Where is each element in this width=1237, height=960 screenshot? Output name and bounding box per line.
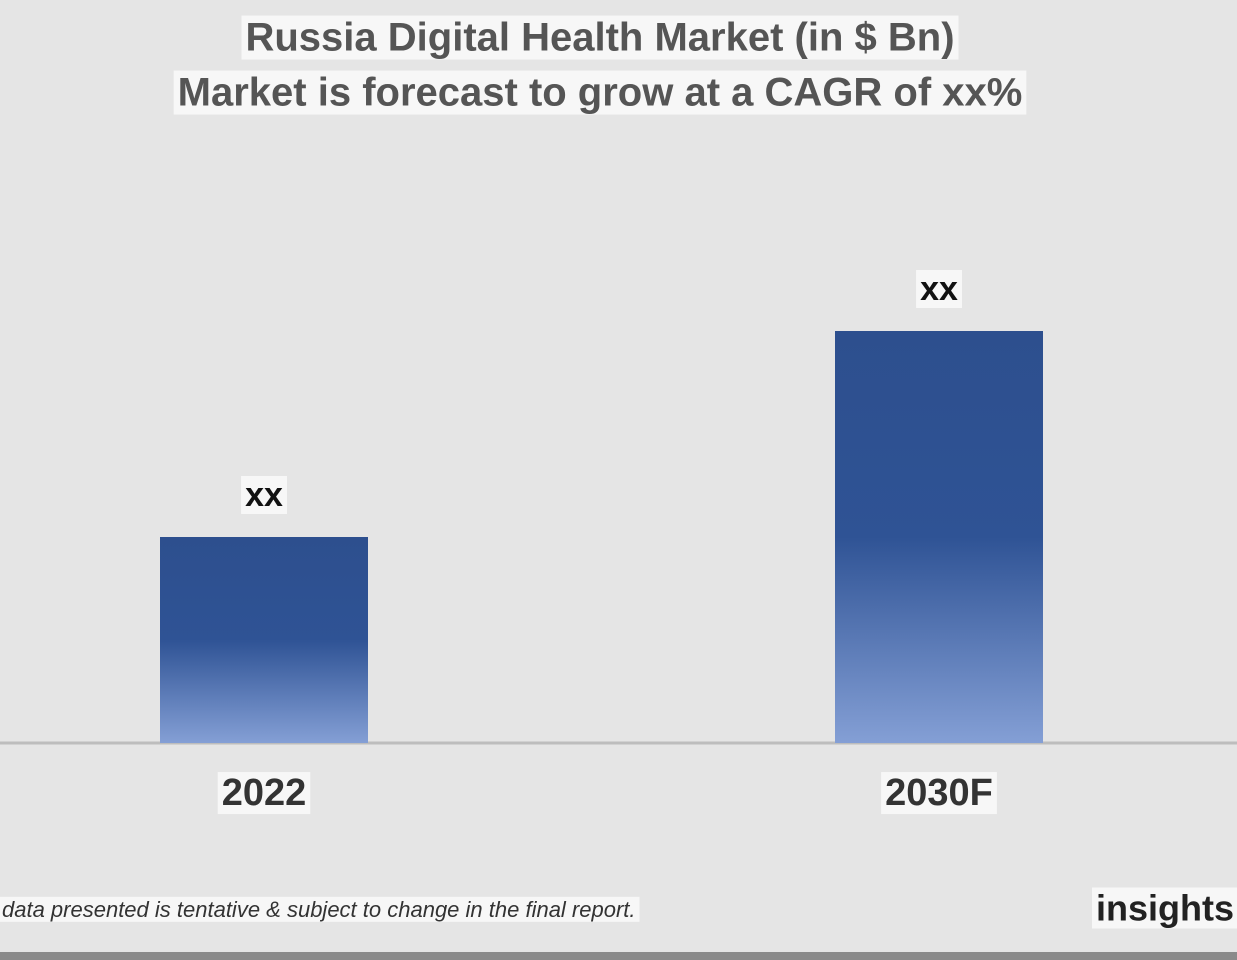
logo: insights bbox=[1096, 888, 1234, 929]
footnote: data presented is tentative & subject to… bbox=[2, 897, 636, 922]
text-highlight bbox=[241, 15, 959, 60]
text-highlight bbox=[173, 70, 1027, 115]
bottom-border bbox=[0, 952, 1237, 960]
chart-title: Russia Digital Health Market (in $ Bn) bbox=[245, 16, 954, 60]
chart-subtitle: Market is forecast to grow at a CAGR of … bbox=[178, 71, 1023, 115]
x-tick-label: 2022 bbox=[222, 772, 307, 814]
text-highlight bbox=[916, 269, 962, 308]
text-highlight bbox=[241, 475, 287, 514]
text-highlight bbox=[1091, 887, 1237, 929]
data-label: xx bbox=[920, 270, 958, 308]
text-highlight bbox=[881, 772, 997, 815]
bar bbox=[835, 331, 1043, 743]
text-highlight bbox=[0, 896, 640, 922]
x-tick-label: 2030F bbox=[885, 772, 993, 814]
text-highlight bbox=[217, 772, 311, 815]
data-label: xx bbox=[245, 476, 283, 514]
bar bbox=[160, 537, 368, 743]
